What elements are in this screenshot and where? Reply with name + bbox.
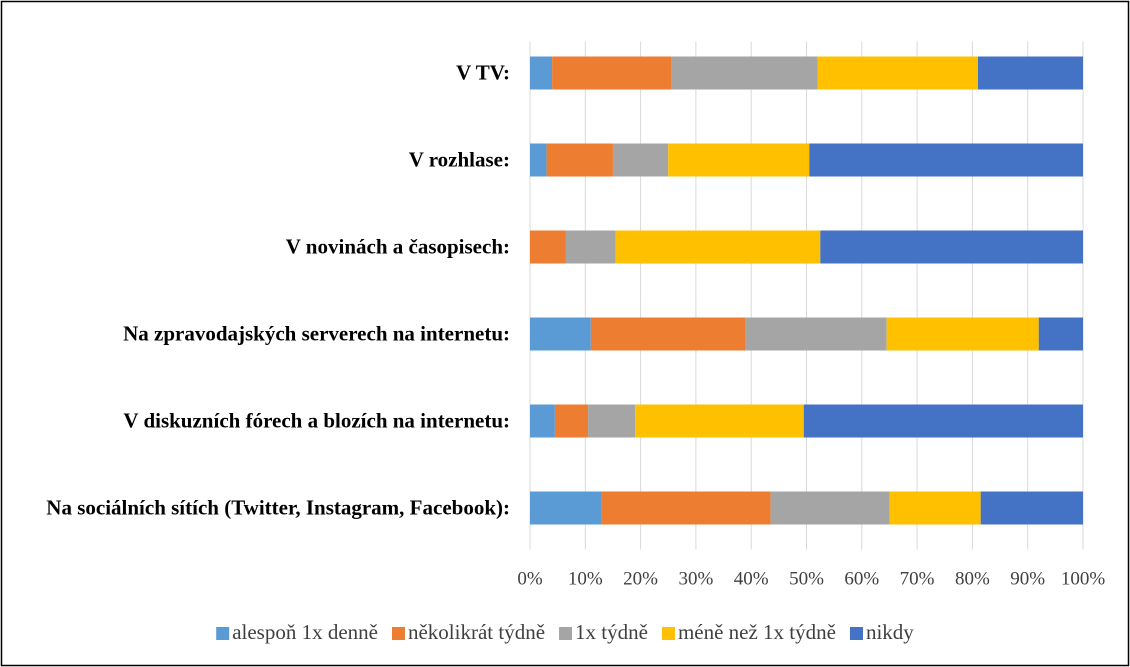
x-tick-label: 80% — [955, 568, 990, 589]
bar-segment — [530, 404, 555, 438]
legend-label: několikrát týdně — [408, 620, 545, 644]
bar-segment — [803, 404, 1083, 438]
x-tick-label: 30% — [678, 568, 713, 589]
y-tick-label: V TV: — [456, 60, 510, 85]
bar-segment — [552, 56, 672, 90]
bar-segment — [977, 56, 1083, 90]
legend-swatch — [559, 627, 573, 640]
x-tick-label: 20% — [623, 568, 658, 589]
x-tick-label: 90% — [1010, 568, 1045, 589]
bar-segment — [820, 230, 1083, 264]
x-tick-label: 50% — [789, 568, 824, 589]
x-tick-label: 10% — [568, 568, 603, 589]
y-tick-label: V rozhlase: — [408, 147, 510, 172]
x-tick-label: 0% — [517, 568, 543, 589]
legend-swatch — [391, 627, 405, 640]
category-label-box: Na zpravodajských serverech na internetu… — [15, 321, 510, 348]
bar-segment — [588, 404, 636, 438]
bar-segment — [668, 143, 810, 177]
bar-segment — [886, 317, 1039, 351]
y-tick-label: V novinách a časopisech: — [285, 234, 510, 259]
bar-segment — [530, 230, 566, 264]
y-tick-label: V diskuzních fórech a blozích na interne… — [123, 408, 510, 433]
bar-segment — [770, 491, 890, 525]
x-tick-label: 60% — [844, 568, 879, 589]
category-label-box: V novinách a časopisech: — [15, 234, 510, 261]
y-tick-label: Na sociálních sítích (Twitter, Instagram… — [46, 495, 510, 520]
legend-label: méně než 1x týdně — [678, 620, 836, 644]
bar-segment — [980, 491, 1083, 525]
x-tick-label: 70% — [900, 568, 935, 589]
bar-segment — [590, 317, 746, 351]
bar-segment — [671, 56, 818, 90]
bar-segment — [554, 404, 589, 438]
bar-segment — [530, 143, 547, 177]
bar-segment — [745, 317, 887, 351]
legend-swatch — [216, 627, 230, 640]
legend-swatch — [849, 627, 863, 640]
bar-segment — [565, 230, 616, 264]
x-tick-label: 40% — [734, 568, 769, 589]
category-label-box: Na sociálních sítích (Twitter, Instagram… — [15, 495, 510, 522]
x-tick-label: 100% — [1061, 568, 1106, 589]
bar-segment — [612, 143, 669, 177]
category-label-box: V diskuzních fórech a blozích na interne… — [15, 408, 510, 435]
bar-segment — [530, 56, 553, 90]
bar-segment — [635, 404, 804, 438]
category-label-box: V rozhlase: — [15, 147, 510, 174]
legend-label: nikdy — [866, 620, 914, 644]
bar-segment — [817, 56, 978, 90]
bar-segment — [809, 143, 1083, 177]
bar-segment — [889, 491, 981, 525]
legend-label: alespoň 1x denně — [232, 620, 378, 644]
bar-segment — [530, 491, 602, 525]
bar-segment — [601, 491, 771, 525]
legend-swatch — [661, 627, 675, 640]
category-label-box: V TV: — [15, 60, 510, 87]
y-tick-label: Na zpravodajských serverech na internetu… — [123, 321, 510, 346]
bar-segment — [615, 230, 821, 264]
bar-segment — [530, 317, 591, 351]
bar-segment — [1038, 317, 1083, 351]
bar-segment — [546, 143, 613, 177]
legend-label: 1x týdně — [575, 620, 648, 644]
